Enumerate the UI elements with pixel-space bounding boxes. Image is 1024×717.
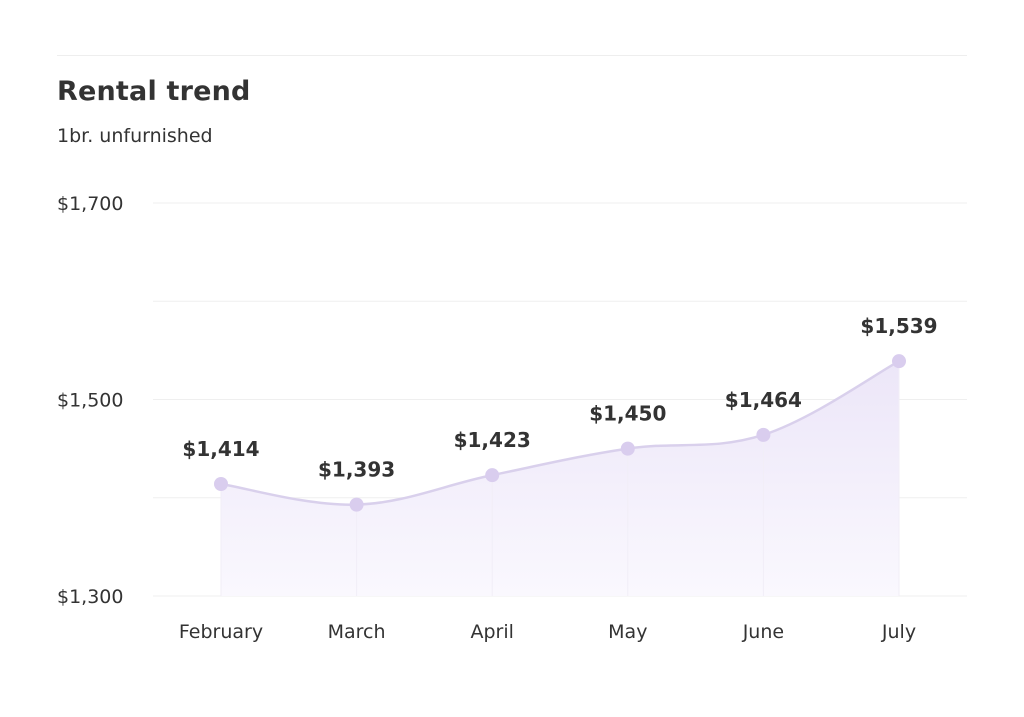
data-point <box>349 497 364 512</box>
data-point <box>485 468 500 483</box>
data-point <box>756 427 771 442</box>
y-tick-label: $1,300 <box>57 586 123 608</box>
y-tick-label: $1,700 <box>57 193 123 215</box>
x-tick-label: March <box>328 621 386 643</box>
series-line <box>220 360 900 506</box>
top-divider <box>57 55 967 56</box>
data-label: $1,450 <box>589 402 666 426</box>
x-tick-label: May <box>608 621 647 643</box>
y-axis-ticks: $1,300 $1,500 $1,700 <box>57 193 123 608</box>
chart-title: Rental trend <box>57 76 251 107</box>
x-axis-ticks: February March April May June July <box>179 621 916 643</box>
data-label: $1,414 <box>182 437 259 461</box>
area-series <box>221 361 899 596</box>
y-tick-label: $1,500 <box>57 390 123 412</box>
data-point <box>892 354 906 369</box>
x-tick-label: April <box>470 621 513 643</box>
data-labels: $1,414 $1,393 $1,423 $1,450 $1,464 $1,539 <box>182 314 937 481</box>
area-fill <box>221 361 899 596</box>
data-point <box>214 476 228 491</box>
data-point <box>620 441 635 456</box>
drop-lines <box>220 361 900 596</box>
x-tick-label: June <box>742 621 784 643</box>
chart-subtitle: 1br. unfurnished <box>57 125 213 147</box>
data-label: $1,423 <box>454 428 531 452</box>
data-points <box>214 354 906 512</box>
data-label: $1,539 <box>860 314 937 338</box>
data-label: $1,393 <box>318 458 395 482</box>
x-tick-label: February <box>179 621 263 643</box>
x-tick-label: July <box>881 621 916 643</box>
series-line-path <box>220 360 900 506</box>
data-label: $1,464 <box>725 388 802 412</box>
